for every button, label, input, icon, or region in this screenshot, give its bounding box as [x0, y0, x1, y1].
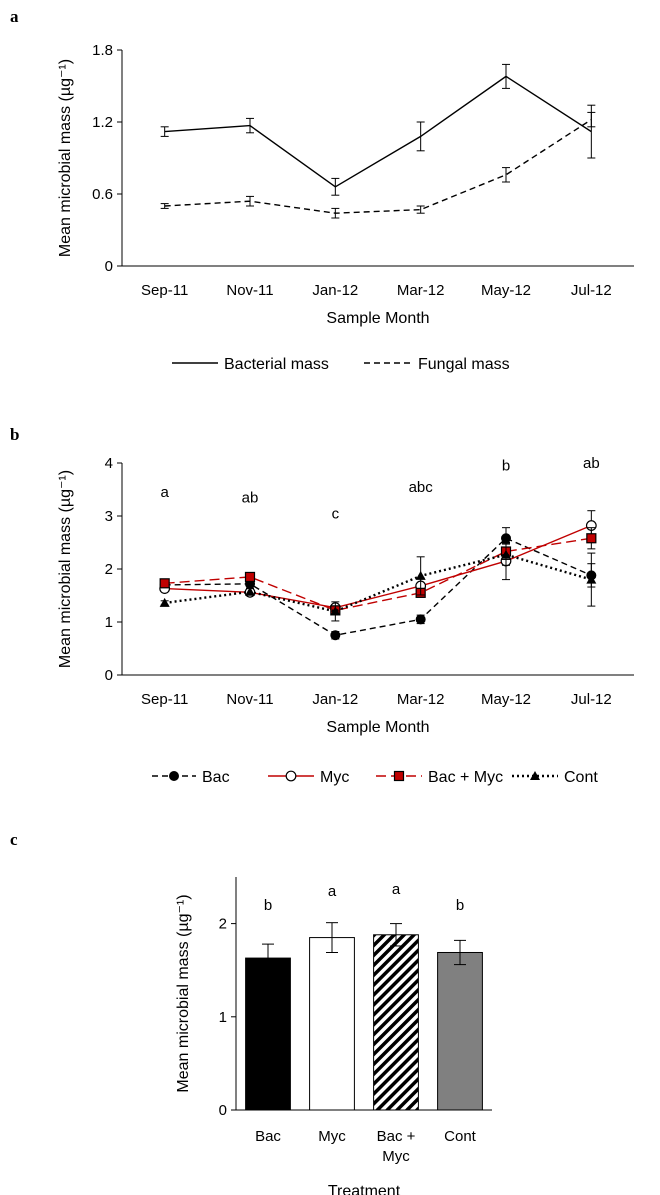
series-bacterial-mass — [160, 63, 596, 196]
series-cont — [159, 543, 597, 622]
significance-letter: b — [456, 897, 464, 914]
significance-letter: a — [160, 484, 169, 501]
y-tick-label: 0.6 — [92, 186, 113, 203]
y-tick-label: 1.2 — [92, 114, 113, 131]
y-tick-label: 1 — [105, 614, 113, 631]
series-myc — [159, 510, 597, 614]
x-axis-title: Treatment — [328, 1183, 401, 1195]
y-tick-label: 1 — [219, 1009, 227, 1026]
x-tick-label: Myc — [382, 1148, 410, 1165]
legend-item: Bac + Myc — [376, 769, 503, 786]
significance-letter: ab — [583, 455, 600, 472]
significance-letter: ab — [242, 489, 259, 506]
significance-letter: b — [264, 897, 272, 914]
legend-label: Cont — [564, 769, 598, 786]
data-point — [501, 549, 511, 559]
x-tick-label: Mar-12 — [397, 282, 445, 299]
legend-label: Bacterial mass — [224, 356, 329, 373]
panel-letter-a: a — [10, 7, 19, 26]
series-fungal-mass — [160, 111, 596, 219]
x-tick-label: May-12 — [481, 691, 531, 708]
y-tick-label: 0 — [105, 258, 113, 275]
x-tick-label: Bac + — [377, 1128, 416, 1145]
legend-label: Myc — [320, 769, 349, 786]
data-point — [586, 574, 597, 584]
legend-item: Fungal mass — [364, 356, 510, 373]
y-tick-label: 2 — [219, 916, 227, 933]
y-tick-label: 2 — [105, 561, 113, 578]
bar — [245, 957, 291, 1111]
significance-letter: a — [328, 883, 337, 900]
significance-letter: b — [502, 458, 510, 475]
legend-item: Cont — [512, 769, 598, 786]
x-tick-label: Sep-11 — [141, 691, 188, 708]
legend-marker — [530, 771, 540, 780]
x-tick-label: Myc — [318, 1128, 346, 1145]
series-line — [164, 537, 592, 612]
y-axis-title: Mean microbial mass (µg⁻¹) — [57, 470, 74, 668]
legend-item: Myc — [268, 769, 349, 786]
data-point — [415, 570, 426, 580]
x-tick-label: Jan-12 — [312, 282, 358, 299]
series-line — [164, 119, 592, 214]
data-point — [501, 533, 511, 544]
legend: Bac Myc Bac + Myc Cont — [152, 769, 598, 786]
legend-label: Bac — [202, 769, 230, 786]
series-bac-myc — [159, 527, 597, 616]
x-tick-label: Nov-11 — [226, 691, 273, 708]
x-tick-label: Bac — [255, 1128, 281, 1145]
data-point — [586, 533, 597, 544]
y-axis-title: Mean microbial mass (µg⁻¹) — [175, 894, 192, 1092]
x-tick-label: May-12 — [481, 282, 531, 299]
legend-label: Fungal mass — [418, 356, 510, 373]
legend-marker — [393, 770, 405, 782]
series-line — [164, 537, 592, 636]
x-tick-label: Jan-12 — [312, 691, 358, 708]
legend-marker — [169, 771, 179, 781]
data-point — [330, 606, 341, 616]
legend-item: Bacterial mass — [172, 356, 329, 373]
legend-marker — [285, 770, 297, 782]
legend-label: Bac + Myc — [428, 769, 503, 786]
series-line — [164, 524, 592, 609]
series-line — [164, 75, 592, 188]
x-tick-label: Jul-12 — [571, 282, 612, 299]
data-point — [415, 614, 426, 625]
panel-letter-c: c — [10, 830, 18, 849]
chart-panel-c: 0 1 2 b Bac a Myc a Bac + Myc b Cont Treatment Mean m… — [175, 877, 492, 1195]
data-point — [245, 586, 255, 596]
y-tick-label: 1.8 — [92, 42, 113, 59]
x-tick-label: Jul-12 — [571, 691, 612, 708]
x-tick-label: Nov-11 — [226, 282, 273, 299]
data-point — [159, 578, 170, 589]
y-tick-label: 0 — [219, 1102, 227, 1119]
bar — [437, 951, 483, 1111]
data-point — [244, 571, 256, 583]
y-tick-label: 0 — [105, 667, 113, 684]
significance-letter: a — [392, 881, 401, 898]
x-tick-label: Sep-11 — [141, 282, 188, 299]
series-bac — [159, 527, 597, 641]
panel-letter-b: b — [10, 425, 19, 444]
y-tick-label: 4 — [105, 455, 113, 472]
series-line — [164, 553, 592, 613]
chart-panel-b: 0 1 2 3 4 Sep-11 Nov-11 Jan-12 Mar-12 May-12 Jul-1… — [57, 455, 634, 786]
legend-item: Bac — [152, 769, 230, 786]
chart-panel-a: 0 0.6 1.2 1.8 Sep-11 Nov-11 Jan-12 Mar-12 May-12… — [57, 42, 634, 373]
bar — [373, 934, 419, 1111]
x-tick-label: Cont — [444, 1128, 477, 1145]
y-tick-label: 3 — [105, 508, 113, 525]
x-axis-title: Sample Month — [326, 719, 429, 736]
y-axis-title: Mean microbial mass (µg⁻¹) — [57, 59, 74, 257]
data-point — [330, 630, 341, 641]
bar — [309, 937, 355, 1111]
significance-letter: c — [332, 505, 340, 522]
x-tick-label: Mar-12 — [397, 691, 445, 708]
data-point — [159, 597, 170, 607]
legend: Bacterial mass Fungal mass — [172, 356, 510, 373]
x-axis-title: Sample Month — [326, 310, 429, 327]
significance-letter: abc — [409, 479, 434, 496]
